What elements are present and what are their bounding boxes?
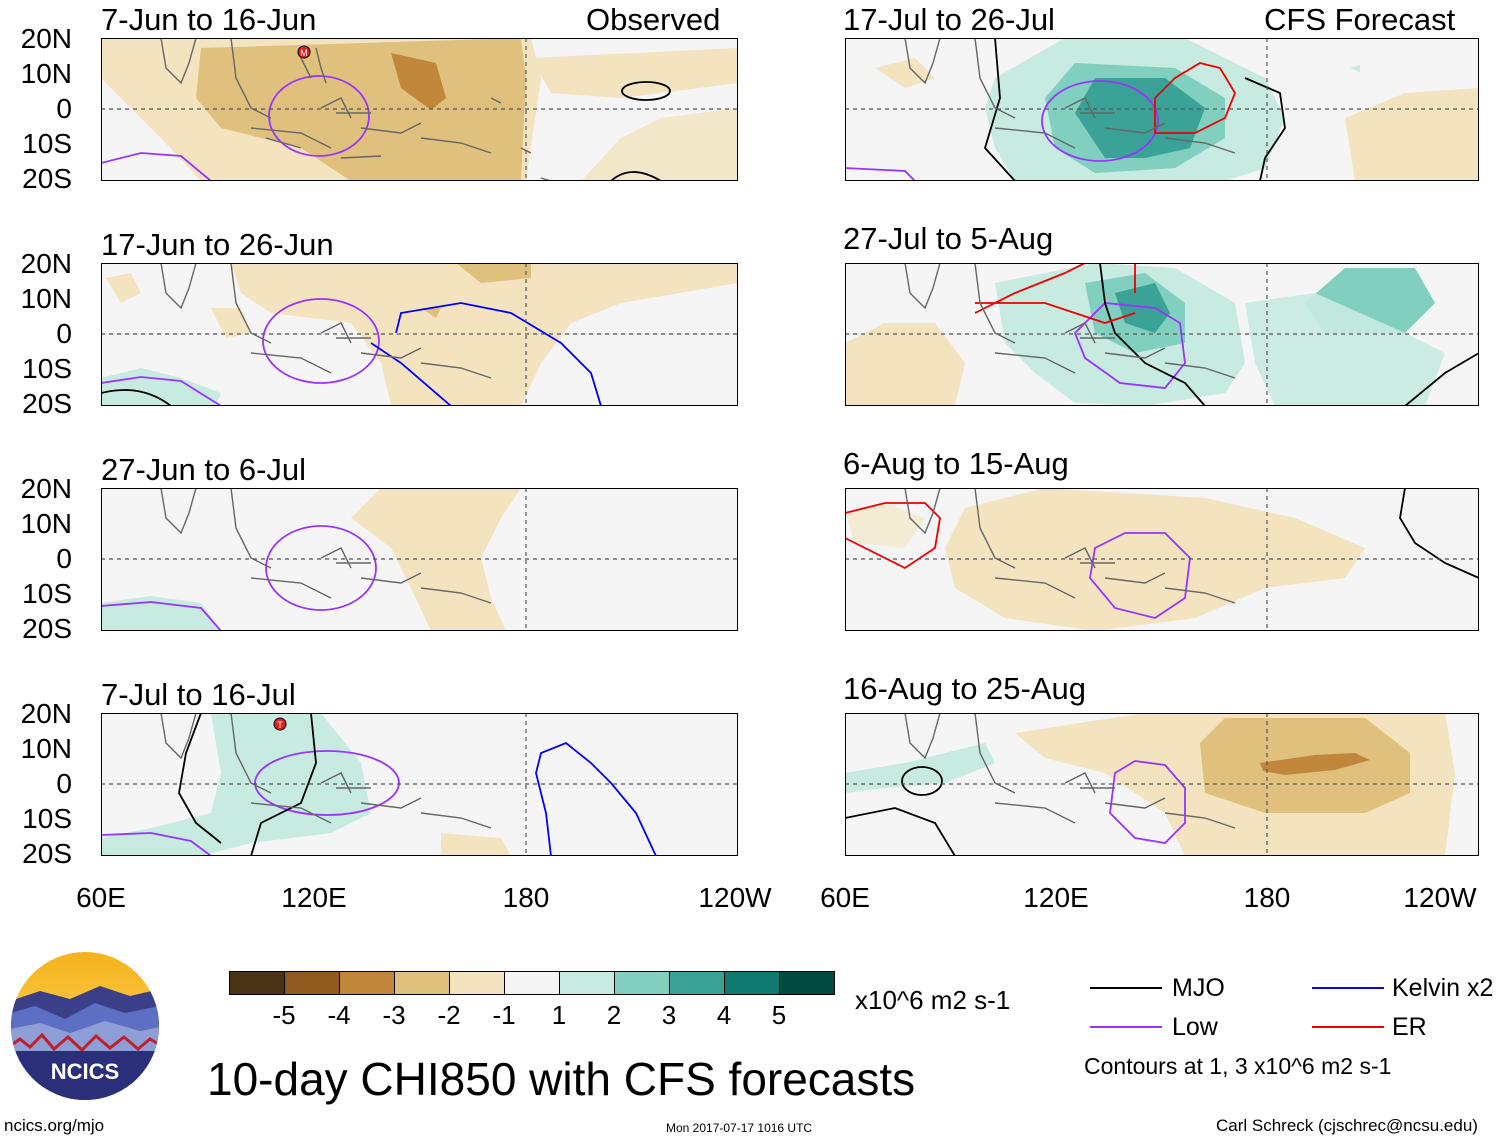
- lat-label: 10S: [22, 353, 72, 384]
- footer-author: Carl Schreck (cjschrec@ncsu.edu): [1216, 1116, 1478, 1135]
- colorbar: [229, 971, 835, 995]
- lat-label: 20N: [20, 248, 72, 279]
- lon-label: 180: [502, 882, 550, 913]
- footer-timestamp: Mon 2017-07-17 1016 UTC: [666, 1121, 813, 1135]
- panel-title-7: 6-Aug to 15-Aug: [843, 446, 1069, 481]
- colorbar-tick: 1: [551, 1000, 567, 1030]
- legend-label-kelvin: Kelvin x2: [1392, 974, 1494, 1002]
- colorbar-swatch: [615, 972, 670, 994]
- lat-label: 10N: [20, 733, 72, 764]
- legend-label-er: ER: [1392, 1013, 1427, 1041]
- colorbar-tick: -1: [492, 1000, 516, 1030]
- lat-label: 20S: [22, 388, 72, 419]
- lon-label: 60E: [76, 882, 126, 913]
- legend-line-mjo: [1090, 987, 1162, 989]
- legend-line-kelvin: [1312, 987, 1384, 989]
- lon-label: 180: [1243, 882, 1291, 913]
- legend-label-mjo: MJO: [1172, 974, 1225, 1002]
- colorbar-swatch: [560, 972, 615, 994]
- colorbar-swatch: [230, 972, 285, 994]
- lon-label: 120E: [1023, 882, 1089, 913]
- colorbar-swatch: [395, 972, 450, 994]
- lat-label: 10N: [20, 283, 72, 314]
- lon-label: 120W: [698, 882, 772, 913]
- lat-label: 20N: [20, 473, 72, 504]
- lat-label: 0: [56, 93, 72, 124]
- map-panel-1: M: [101, 38, 738, 181]
- panel-title-3: 27-Jun to 6-Jul: [101, 452, 307, 487]
- lat-label: 10S: [22, 578, 72, 609]
- panel-title-2: 17-Jun to 26-Jun: [101, 227, 334, 262]
- colorbar-swatch: [505, 972, 560, 994]
- observed-label: Observed: [586, 2, 721, 37]
- footer-url[interactable]: ncics.org/mjo: [4, 1116, 105, 1135]
- colorbar-tick: 4: [716, 1000, 732, 1030]
- lat-label: 10N: [20, 58, 72, 89]
- lon-label: 60E: [820, 882, 870, 913]
- colorbar-tick: 2: [606, 1000, 622, 1030]
- colorbar-swatch: [450, 972, 505, 994]
- colorbar-tick: -5: [272, 1000, 296, 1030]
- lat-label: 20S: [22, 838, 72, 869]
- lat-label: 20S: [22, 163, 72, 194]
- ncics-logo: NCICS: [11, 952, 159, 1100]
- colorbar-swatch: [670, 972, 725, 994]
- lat-label: 20N: [20, 698, 72, 729]
- lat-label: 0: [56, 543, 72, 574]
- map-panel-3: [101, 488, 738, 631]
- logo-text: NCICS: [51, 1059, 119, 1084]
- storm-marker-t: T: [277, 720, 283, 730]
- lat-label: 0: [56, 768, 72, 799]
- forecast-label: CFS Forecast: [1264, 2, 1456, 37]
- legend-note: Contours at 1, 3 x10^6 m2 s-1: [1084, 1053, 1392, 1079]
- colorbar-tick: -4: [327, 1000, 351, 1030]
- colorbar-tick: -2: [437, 1000, 461, 1030]
- lat-label: 0: [56, 318, 72, 349]
- map-panel-2: [101, 263, 738, 406]
- main-title: 10-day CHI850 with CFS forecasts: [207, 1053, 916, 1105]
- lon-label: 120W: [1403, 882, 1477, 913]
- colorbar-units: x10^6 m2 s-1: [855, 985, 1011, 1015]
- map-panel-4: T: [101, 713, 738, 856]
- map-panel-7: [845, 488, 1479, 631]
- panel-title-8: 16-Aug to 25-Aug: [843, 671, 1087, 706]
- colorbar-tick: -3: [382, 1000, 406, 1030]
- legend-line-er: [1312, 1026, 1384, 1028]
- storm-marker-m: M: [300, 48, 308, 58]
- panel-title-4: 7-Jul to 16-Jul: [101, 677, 296, 712]
- panel-title-1: 7-Jun to 16-Jun: [101, 2, 317, 37]
- colorbar-tick: 5: [771, 1000, 787, 1030]
- lat-label: 20N: [20, 23, 72, 54]
- panel-title-5: 17-Jul to 26-Jul: [843, 2, 1055, 37]
- lat-label: 10S: [22, 803, 72, 834]
- colorbar-swatch: [780, 972, 834, 994]
- legend-label-low: Low: [1172, 1013, 1218, 1041]
- map-panel-6: [845, 263, 1479, 406]
- lat-label: 20S: [22, 613, 72, 644]
- panel-title-6: 27-Jul to 5-Aug: [843, 221, 1054, 256]
- lon-label: 120E: [281, 882, 347, 913]
- colorbar-swatch: [725, 972, 780, 994]
- legend-line-low: [1090, 1026, 1162, 1028]
- colorbar-swatch: [340, 972, 395, 994]
- colorbar-tick: 3: [661, 1000, 677, 1030]
- map-panel-8: [845, 713, 1479, 856]
- colorbar-swatch: [285, 972, 340, 994]
- map-panel-5: [845, 38, 1479, 181]
- lat-label: 10S: [22, 128, 72, 159]
- lat-label: 10N: [20, 508, 72, 539]
